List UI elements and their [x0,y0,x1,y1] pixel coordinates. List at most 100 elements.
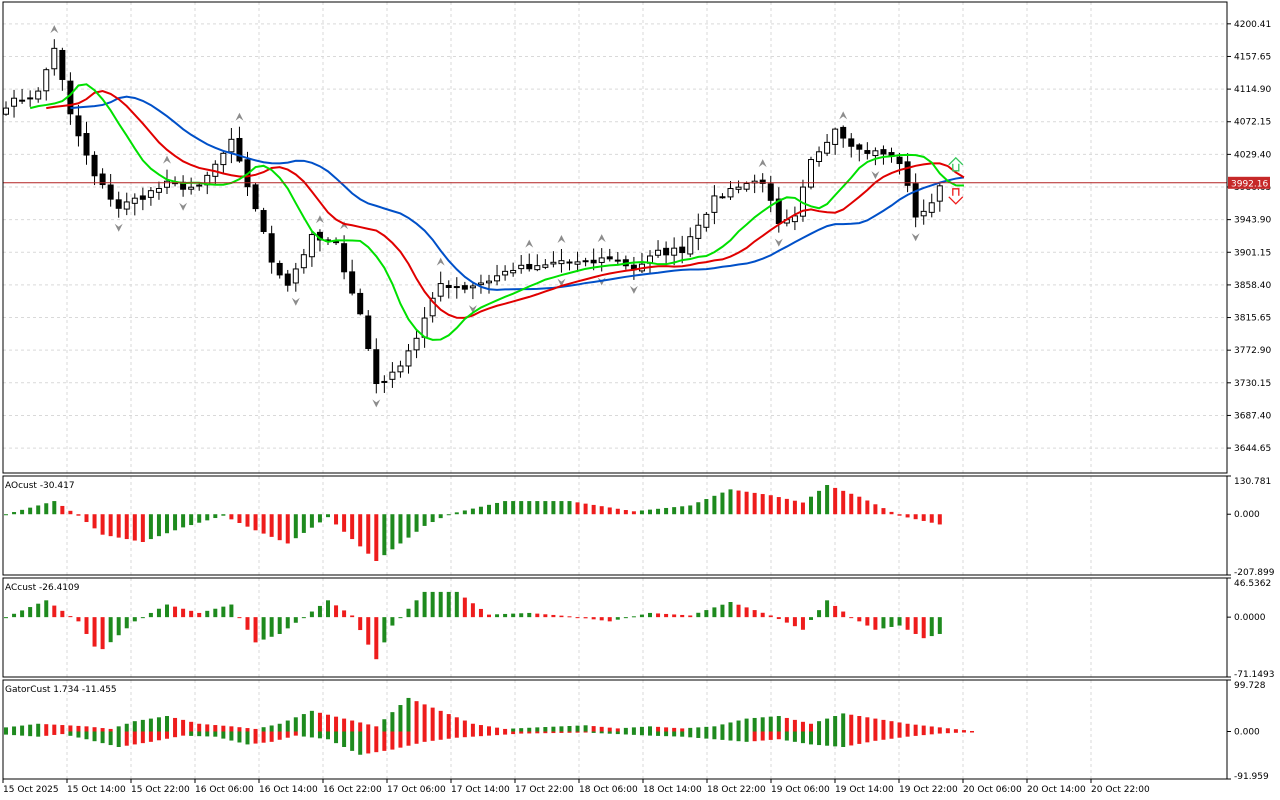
hist-bar-up [285,617,290,629]
hist-bar-down [470,603,475,618]
gator-lower-down [511,731,516,735]
gator-lower-down [889,731,894,739]
gator-lower-up [800,731,805,744]
hist-bar-up [728,602,733,618]
bull-candle [936,185,943,202]
fractal-down-arrow [629,285,638,294]
fractal-down-arrow [372,399,381,408]
bull-candle [389,371,396,380]
gator-lower-up [809,731,813,745]
hist-bar-up [889,617,894,627]
bull-candle [614,259,621,262]
hist-bar-up [326,600,330,618]
hist-bar-up [20,509,25,515]
ao-indicator-label: AOcust -30.417 [5,481,75,491]
hist-bar-down [84,617,89,634]
hist-bar-down [792,617,797,627]
hist-bar-down [768,615,773,618]
hist-bar-up [148,514,153,540]
gator-upper-down [615,728,620,732]
gator-upper-up [511,728,516,732]
gator-upper-up [776,716,781,732]
bull-candle [131,197,138,204]
gator-upper-down [953,729,958,732]
gator-upper-down [76,725,81,732]
gator-indicator-label: GatorCust 1.734 -11.455 [5,685,117,695]
hist-bar-up [197,514,202,523]
hist-bar-up [293,514,298,539]
hist-bar-up [309,514,314,528]
bear-candle [75,115,82,137]
gator-upper-up [148,718,153,732]
gator-lower-down [446,731,451,739]
y-tick-label: -91.959 [1234,772,1269,782]
gator-upper-down [656,726,661,732]
hist-bar-up [897,617,902,626]
hist-bar-down [543,614,548,618]
bear-candle [663,247,670,256]
y-tick-label: 130.781 [1234,477,1271,487]
bear-candle [276,262,283,276]
ac-histogram [4,591,942,660]
gator-lower-down [857,731,862,744]
hist-bar-up [156,608,161,618]
hist-bar-down [905,617,910,630]
hist-bar-up [301,514,306,533]
hist-bar-up [487,504,491,515]
gator-lower-up [648,731,652,736]
gator-upper-up [165,716,169,732]
hist-bar-down [857,496,862,515]
fractal-down-arrow [114,223,123,232]
hist-bar-down [784,617,789,623]
hist-bar-down [575,617,580,619]
hist-bar-up [567,501,572,515]
hist-bar-down [607,617,612,622]
price-pane[interactable] [3,25,1227,408]
hist-bar-up [326,514,330,518]
gator-upper-up [261,727,266,732]
ac-indicator-pane[interactable]: ACcust -26.4109 [4,583,942,660]
hist-bar-up [704,610,709,618]
gator-lower-up [205,731,210,737]
bull-candle [35,90,42,100]
hist-bar-up [656,508,661,515]
gator-lower-up [213,731,218,737]
ao-indicator-pane[interactable]: AOcust -30.417 [4,481,942,561]
y-tick-label: 4114.90 [1234,85,1271,95]
hist-bar-down [776,497,781,515]
hist-bar-down [792,500,797,515]
y-tick-label: 3901.15 [1234,248,1271,258]
hist-bar-up [680,506,685,515]
y-tick-label: 3730.15 [1234,379,1271,389]
hist-bar-down [833,487,838,515]
bull-candle [558,260,565,265]
hist-bar-down [100,617,105,650]
hist-bar-up [696,502,701,515]
gator-lower-down [487,731,491,736]
bear-candle [284,273,291,286]
gator-upper-down [317,712,322,732]
gator-lower-down [873,731,878,741]
gator-upper-up [140,719,145,732]
candlestick-series [3,39,943,394]
gator-upper-down [607,727,612,732]
gator-indicator-pane[interactable]: GatorCust 1.734 -11.455 [4,685,974,755]
bull-candle [920,210,927,217]
hist-bar-down [583,617,588,619]
hist-bar-up [712,495,717,515]
gator-upper-up [559,726,564,732]
gator-lower-down [551,731,556,734]
hist-bar-down [599,506,604,515]
x-tick-label: 16 Oct 22:00 [323,785,382,795]
gator-upper-down [591,726,596,732]
gator-upper-down [800,721,805,732]
gator-upper-down [672,727,677,732]
gator-lower-down [52,731,57,735]
hist-bar-down [229,514,234,520]
gator-lower-down [253,731,258,744]
hist-bar-up [108,617,113,643]
gator-lower-up [68,731,73,736]
gator-lower-down [961,731,966,733]
hist-bar-down [245,617,250,630]
